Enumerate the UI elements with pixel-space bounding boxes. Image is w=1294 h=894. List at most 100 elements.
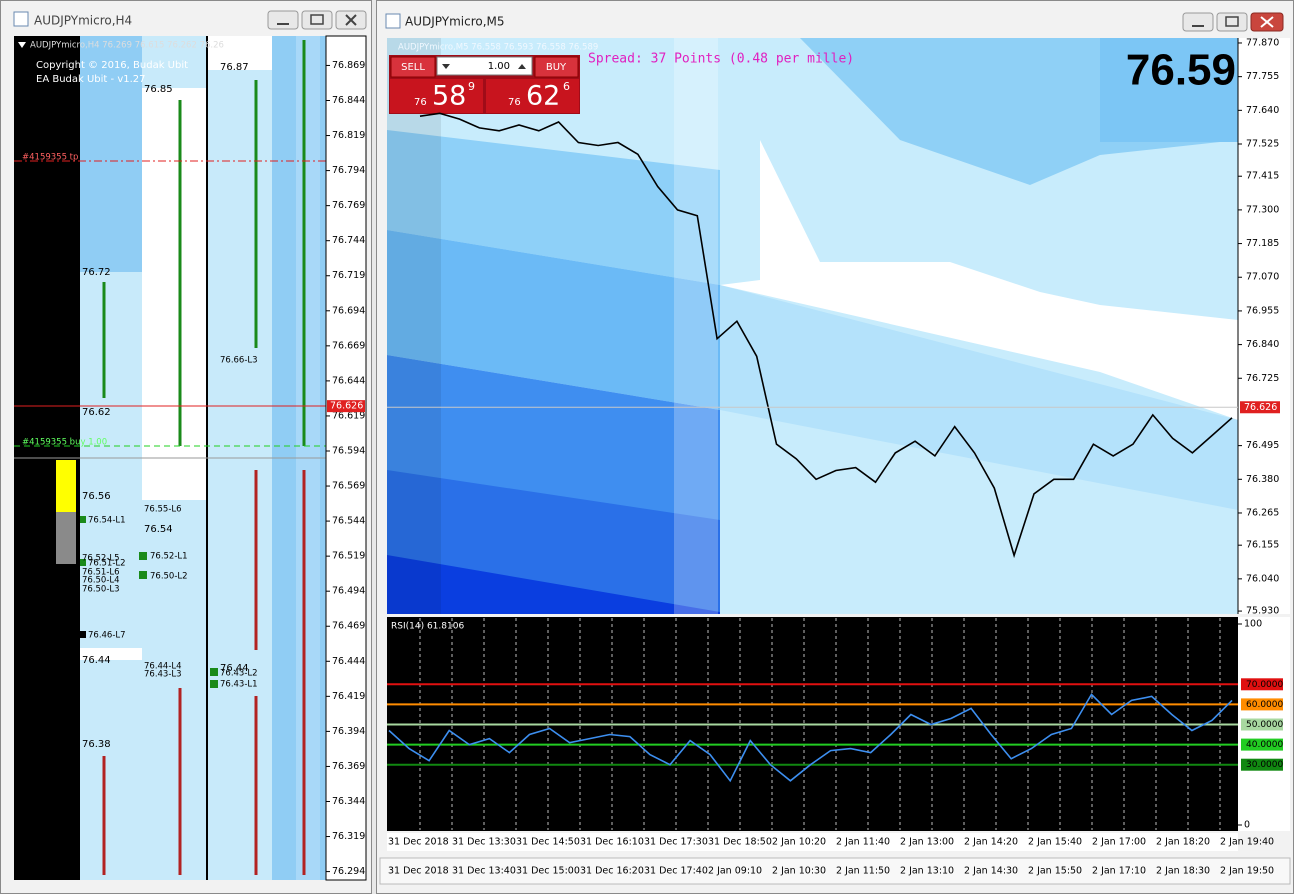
close-icon bbox=[345, 14, 357, 26]
time-label: 2 Jan 18:30 bbox=[1156, 866, 1210, 877]
maximize-button[interactable] bbox=[1216, 12, 1248, 32]
buy-price-box[interactable] bbox=[486, 79, 579, 113]
current-price-tag bbox=[1240, 401, 1280, 414]
price-axis bbox=[325, 35, 367, 881]
level-tag bbox=[1241, 718, 1283, 731]
level-label: 76.46-L7 bbox=[88, 631, 126, 641]
y-tick-label: 76.394 bbox=[332, 726, 365, 737]
spread: Spread: 37 Points (0.48 per mille) bbox=[588, 52, 854, 67]
current-price: 76.626 bbox=[330, 401, 363, 412]
maximize-icon bbox=[310, 14, 324, 25]
time-label: 2 Jan 09:10 bbox=[708, 866, 762, 877]
lot-up[interactable] bbox=[518, 64, 526, 69]
level-tag bbox=[1241, 758, 1283, 771]
level-label: 76.43-L2 bbox=[220, 669, 258, 679]
y-tick-label: 76.265 bbox=[1246, 507, 1279, 518]
x-tick-label: 2 Jan 18:20 bbox=[1156, 837, 1210, 848]
time-label: 2 Jan 17:10 bbox=[1092, 866, 1146, 877]
time-label: 2 Jan 11:50 bbox=[836, 866, 890, 877]
x-tick-label: 31 Dec 16:10 bbox=[580, 837, 644, 848]
band bbox=[387, 130, 720, 285]
current-price: 76.626 bbox=[1244, 402, 1277, 413]
x-tick-label: 31 Dec 13:30 bbox=[452, 837, 516, 848]
rsi-title: RSI(14) 61.8106 bbox=[391, 622, 464, 632]
zone bbox=[142, 36, 207, 88]
sell-text: SELL bbox=[401, 62, 425, 73]
price-big: 76 bbox=[508, 97, 521, 108]
level-label: 76.54-L1 bbox=[88, 516, 126, 526]
time-label: 31 Dec 13:40 bbox=[452, 866, 516, 877]
y-tick-label: 76.569 bbox=[332, 481, 365, 492]
y-tick-label: 76.444 bbox=[332, 656, 365, 667]
y-tick-label: 76.669 bbox=[332, 340, 365, 351]
zone bbox=[80, 36, 142, 272]
y-tick-label: 76.794 bbox=[332, 165, 365, 176]
zone bbox=[207, 36, 272, 70]
y-tick-label: 76.155 bbox=[1246, 540, 1279, 551]
y-tick-label: 76.725 bbox=[1246, 373, 1279, 384]
marker bbox=[80, 516, 86, 523]
level-label: 76.55-L6 bbox=[144, 505, 182, 515]
zone bbox=[142, 88, 207, 500]
x-tick-label: 2 Jan 11:40 bbox=[836, 837, 890, 848]
y-tick-label: 76.819 bbox=[332, 130, 365, 141]
window-icon bbox=[385, 13, 401, 29]
y-tick-label: 76.644 bbox=[332, 375, 365, 386]
x-tick-label: 2 Jan 17:00 bbox=[1092, 837, 1146, 848]
lot-value: 1.00 bbox=[488, 61, 510, 72]
buy-button[interactable] bbox=[534, 56, 579, 78]
buy-text: BUY bbox=[546, 62, 567, 73]
y-tick-label: 100 bbox=[1244, 619, 1262, 630]
maximize-icon bbox=[1225, 16, 1239, 27]
window-title: AUDJPYmicro,M5 bbox=[405, 15, 505, 29]
y-tick-label: 77.300 bbox=[1246, 204, 1279, 215]
time-label: 2 Jan 14:30 bbox=[964, 866, 1018, 877]
minimize-button[interactable] bbox=[1182, 12, 1214, 32]
sell-price-box[interactable] bbox=[390, 79, 483, 113]
y-tick-label: 76.319 bbox=[332, 831, 365, 842]
y-tick-label: 76.544 bbox=[332, 516, 365, 527]
red-levels bbox=[102, 470, 306, 875]
y-tick-label: 76.840 bbox=[1246, 339, 1279, 350]
time-strip bbox=[379, 857, 1291, 885]
price-line bbox=[419, 112, 1233, 559]
minimize-button[interactable] bbox=[267, 10, 299, 30]
rsi-line bbox=[388, 693, 1233, 783]
y-tick-label: 76.294 bbox=[332, 866, 365, 877]
y-tick-label: 76.519 bbox=[332, 551, 365, 562]
y-tick-label: 76.955 bbox=[1246, 305, 1279, 316]
y-tick-label: 76.380 bbox=[1246, 474, 1279, 485]
y-tick-label: 77.415 bbox=[1246, 171, 1279, 182]
zone bbox=[80, 272, 142, 880]
zone bbox=[80, 648, 142, 660]
marker bbox=[139, 571, 147, 579]
lot-down[interactable] bbox=[442, 64, 450, 69]
window-controls bbox=[1182, 12, 1284, 32]
y-tick-label: 76.494 bbox=[332, 586, 365, 597]
session-shade bbox=[674, 38, 718, 614]
y-tick-label: 76.495 bbox=[1246, 440, 1279, 451]
level-label: 76.51-L6 bbox=[82, 568, 120, 578]
green-levels bbox=[102, 40, 306, 446]
price-point: 9 bbox=[468, 80, 475, 93]
band bbox=[387, 555, 720, 614]
chart-header: AUDJPYmicro,M5 76.558 76.593 76.558 76.5… bbox=[398, 43, 598, 53]
time-label: 31 Dec 15:00 bbox=[516, 866, 580, 877]
sell-button[interactable] bbox=[390, 56, 436, 78]
close-icon bbox=[1260, 16, 1274, 28]
session-shade bbox=[387, 38, 441, 614]
maximize-button[interactable] bbox=[301, 10, 333, 30]
x-tick-label: 2 Jan 13:00 bbox=[900, 837, 954, 848]
collapse-arrow[interactable] bbox=[18, 42, 26, 48]
y-tick-label: 76.040 bbox=[1246, 573, 1279, 584]
lot-input[interactable] bbox=[436, 56, 533, 76]
level-label: 76.52-L1 bbox=[150, 552, 188, 562]
y-tick-label: 77.525 bbox=[1246, 139, 1279, 150]
level-label: 30.0000 bbox=[1246, 760, 1283, 770]
ea-name: EA Budak Ubit - v1.27 bbox=[36, 74, 146, 85]
window-title: AUDJPYmicro,H4 bbox=[34, 14, 132, 28]
y-tick-label: 76.594 bbox=[332, 445, 365, 456]
time-label: 2 Jan 13:10 bbox=[900, 866, 954, 877]
time-label: 31 Dec 16:20 bbox=[580, 866, 644, 877]
